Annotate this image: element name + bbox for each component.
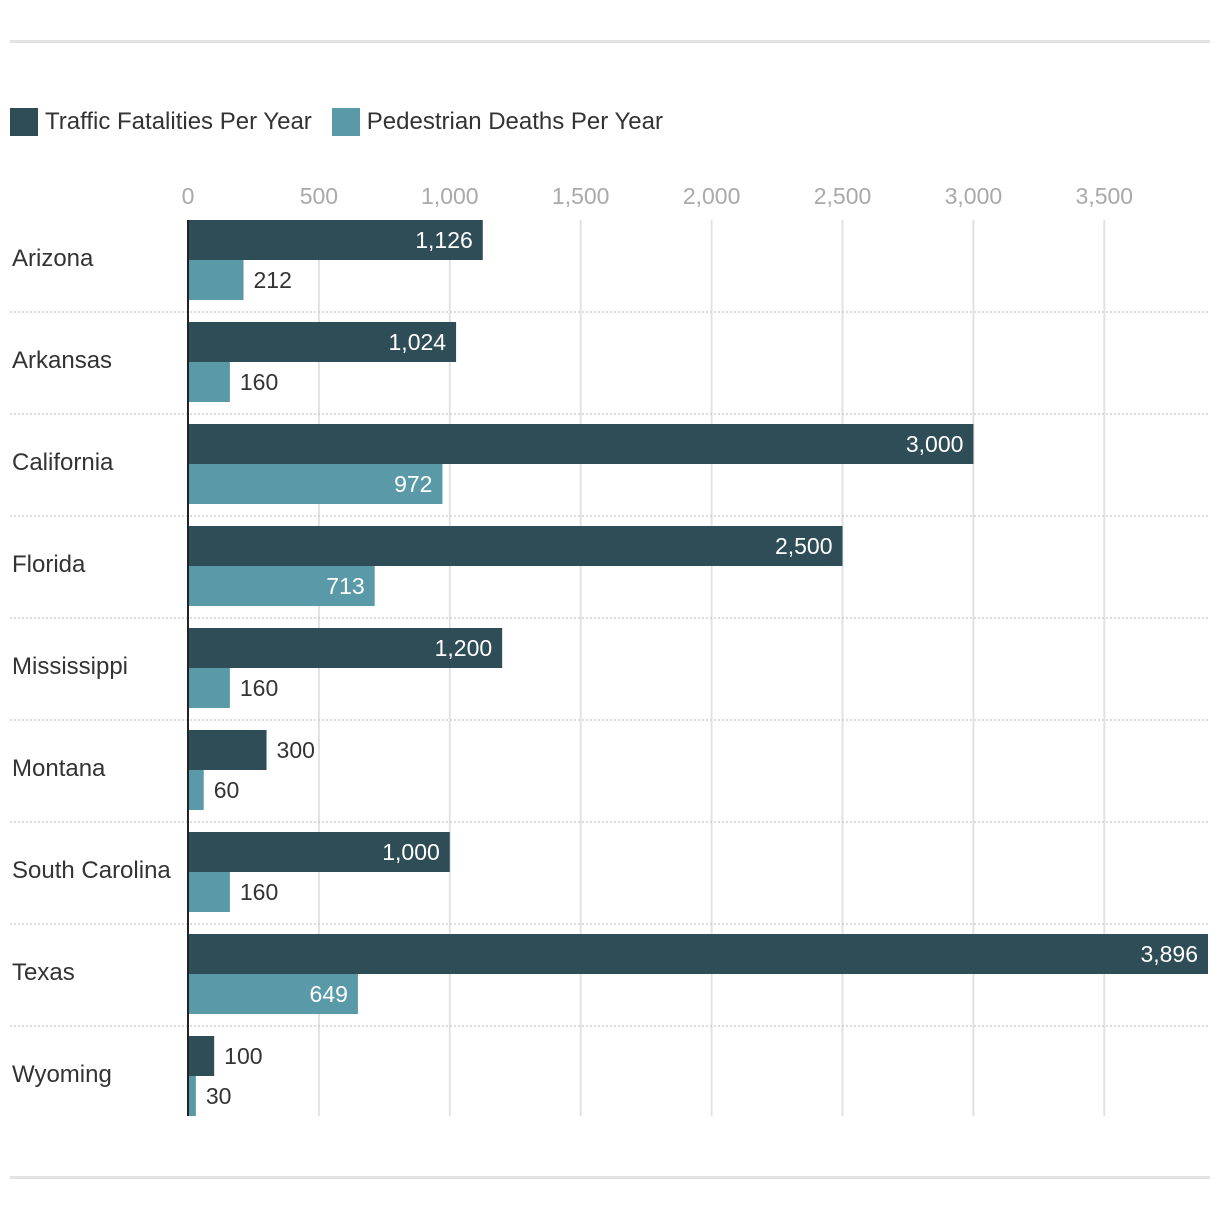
category-label-florida: Florida xyxy=(12,551,86,578)
bar-florida-pedestrian-deaths xyxy=(188,566,375,606)
legend-swatch-traffic-fatalities xyxy=(10,108,38,136)
x-tick-label-1500: 1,500 xyxy=(552,183,610,209)
data-label-wyoming-traffic-fatalities: 100 xyxy=(224,1043,262,1069)
bottom-divider xyxy=(10,1176,1210,1179)
data-label-wyoming-pedestrian-deaths: 30 xyxy=(206,1083,232,1109)
bar-arizona-traffic-fatalities xyxy=(188,220,483,260)
bar-arizona-pedestrian-deaths xyxy=(188,260,244,300)
data-label-florida-traffic-fatalities: 2,500 xyxy=(775,533,833,559)
bar-mississippi-pedestrian-deaths xyxy=(188,668,230,708)
bar-texas-traffic-fatalities xyxy=(188,934,1208,974)
data-label-south-carolina-traffic-fatalities: 1,000 xyxy=(382,839,440,865)
top-divider xyxy=(10,40,1210,43)
data-label-mississippi-pedestrian-deaths: 160 xyxy=(240,675,278,701)
data-label-south-carolina-pedestrian-deaths: 160 xyxy=(240,879,278,905)
category-label-montana: Montana xyxy=(12,755,106,782)
bar-montana-pedestrian-deaths xyxy=(188,770,204,810)
category-label-texas: Texas xyxy=(12,959,75,986)
x-tick-label-3000: 3,000 xyxy=(945,183,1003,209)
bar-south-carolina-traffic-fatalities xyxy=(188,832,450,872)
data-label-montana-traffic-fatalities: 300 xyxy=(277,737,315,763)
bar-montana-traffic-fatalities xyxy=(188,730,267,770)
legend-item-traffic-fatalities: Traffic Fatalities Per Year xyxy=(10,108,312,136)
category-label-arizona: Arizona xyxy=(12,245,94,272)
bar-wyoming-pedestrian-deaths xyxy=(188,1076,196,1116)
bar-wyoming-traffic-fatalities xyxy=(188,1036,215,1076)
x-tick-label-1000: 1,000 xyxy=(421,183,479,209)
category-label-arkansas: Arkansas xyxy=(12,347,112,374)
data-label-texas-traffic-fatalities: 3,896 xyxy=(1140,941,1198,967)
data-label-california-traffic-fatalities: 3,000 xyxy=(906,431,964,457)
legend-swatch-pedestrian-deaths xyxy=(331,108,360,136)
x-tick-label-2500: 2,500 xyxy=(814,183,872,209)
data-label-arkansas-traffic-fatalities: 1,024 xyxy=(389,329,447,355)
bar-south-carolina-pedestrian-deaths xyxy=(188,872,230,912)
legend: Traffic Fatalities Per Year Pedestrian D… xyxy=(10,107,683,137)
category-label-mississippi: Mississippi xyxy=(12,653,128,680)
data-label-texas-pedestrian-deaths: 649 xyxy=(310,981,348,1007)
x-tick-label-3500: 3,500 xyxy=(1076,183,1134,209)
bar-arkansas-pedestrian-deaths xyxy=(188,362,230,402)
bar-mississippi-traffic-fatalities xyxy=(188,628,503,668)
data-label-montana-pedestrian-deaths: 60 xyxy=(214,777,240,803)
category-label-wyoming: Wyoming xyxy=(12,1061,112,1088)
bar-texas-pedestrian-deaths xyxy=(188,974,358,1014)
x-tick-label-2000: 2,000 xyxy=(683,183,741,209)
data-label-arkansas-pedestrian-deaths: 160 xyxy=(240,369,278,395)
bar-arkansas-traffic-fatalities xyxy=(188,322,457,362)
bar-california-pedestrian-deaths xyxy=(188,464,443,504)
legend-label-pedestrian-deaths: Pedestrian Deaths Per Year xyxy=(366,108,663,135)
category-label-south-carolina: South Carolina xyxy=(12,857,171,884)
data-label-mississippi-traffic-fatalities: 1,200 xyxy=(435,635,493,661)
bar-florida-traffic-fatalities xyxy=(188,526,843,566)
data-label-arizona-pedestrian-deaths: 212 xyxy=(254,267,292,293)
bar-california-traffic-fatalities xyxy=(188,424,974,464)
data-label-california-pedestrian-deaths: 972 xyxy=(394,471,432,497)
x-tick-label-0: 0 xyxy=(182,183,195,209)
category-label-california: California xyxy=(12,449,114,476)
legend-label-traffic-fatalities: Traffic Fatalities Per Year xyxy=(45,108,312,135)
x-tick-label-500: 500 xyxy=(300,183,338,209)
legend-item-pedestrian-deaths: Pedestrian Deaths Per Year xyxy=(331,108,663,136)
data-label-florida-pedestrian-deaths: 713 xyxy=(326,573,364,599)
data-label-arizona-traffic-fatalities: 1,126 xyxy=(415,227,473,253)
